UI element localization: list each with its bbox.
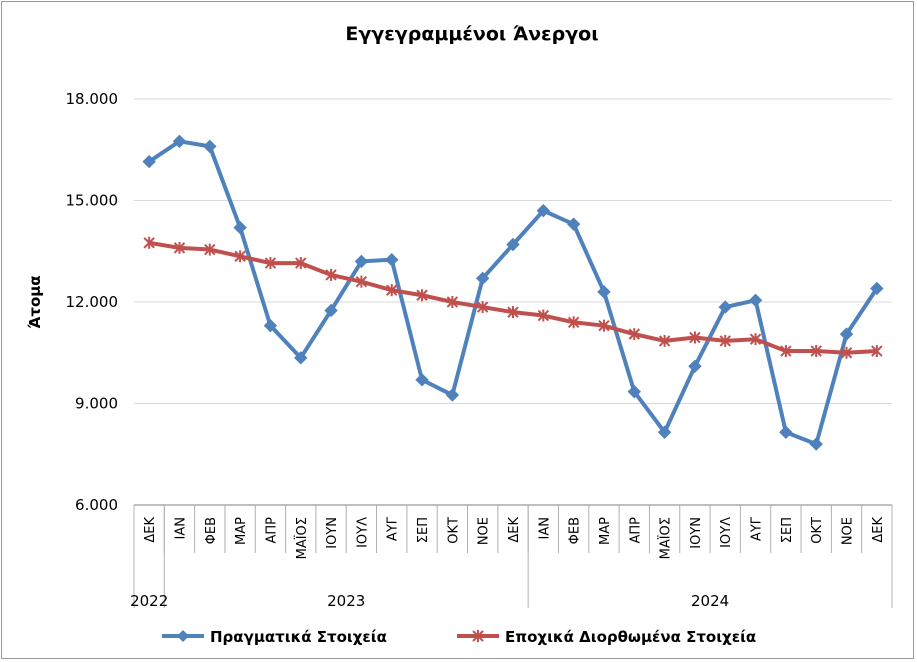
data-point <box>203 139 217 154</box>
data-point <box>385 253 399 267</box>
x-tick-label: ΙΟΥΛ <box>719 517 734 548</box>
y-tick-label: 18.000 <box>66 90 119 108</box>
year-label: 2022 <box>130 592 168 610</box>
data-point <box>748 293 763 308</box>
data-point <box>415 373 429 387</box>
data-point <box>233 220 247 235</box>
data-point <box>263 318 278 333</box>
data-point <box>597 285 611 299</box>
data-point <box>598 319 610 332</box>
x-tick-label: ΟΚΤ <box>810 517 825 544</box>
y-tick-label: 9.000 <box>75 395 118 413</box>
x-tick-label: ΑΥΓ <box>750 516 765 541</box>
x-tick-label: ΙΟΥΛ <box>355 517 370 548</box>
x-tick-label: ΙΑΝ <box>173 517 188 539</box>
x-axis-ticks: ΔΕΚ ΙΑΝ ΦΕΒ ΜΑΡ ΑΠΡ ΜΑΪΟΣ ΙΟΥΝ ΙΟΥΛ ΑΥΓ ΣΕΠ ΟΚΤ ΝΟΕ… <box>130 516 886 610</box>
y-axis-label: Άτομα <box>26 275 44 328</box>
data-point <box>537 309 550 322</box>
data-point <box>173 241 186 254</box>
data-point <box>355 275 368 288</box>
legend-label: Εποχικά Διορθωμένα Στοιχεία <box>505 628 756 646</box>
data-point <box>566 217 581 231</box>
data-point <box>780 345 792 358</box>
x-tick-label: ΜΑΡ <box>234 517 249 545</box>
y-axis-ticks: 6.000 9.000 12.000 15.000 18.000 <box>66 90 119 514</box>
legend-label: Πραγματικά Στοιχεία <box>210 628 387 646</box>
x-tick-label: ΜΑΪΟΣ <box>658 517 674 559</box>
data-point <box>567 316 580 329</box>
legend: Πραγματικά Στοιχεία Εποχικά Διορθωμένα Στ… <box>162 628 756 646</box>
data-point <box>839 327 854 341</box>
y-tick-label: 6.000 <box>75 496 118 514</box>
series-line <box>148 240 877 355</box>
data-point <box>657 425 672 439</box>
chart-title: Εγγεγραμμένοι Άνεργοι <box>345 23 598 45</box>
data-point <box>142 154 156 169</box>
data-point <box>295 257 307 270</box>
x-tick-label: ΙΟΥΝ <box>325 517 340 549</box>
x-axis <box>133 504 893 608</box>
data-point <box>719 334 731 347</box>
data-point <box>143 236 155 249</box>
data-point <box>294 351 308 365</box>
series-layer <box>142 134 884 451</box>
x-tick-label: ΔΕΚ <box>871 517 886 543</box>
data-point <box>536 203 551 218</box>
data-point <box>416 289 428 302</box>
data-point <box>354 254 369 269</box>
data-point <box>386 284 398 297</box>
gridlines <box>134 98 892 404</box>
series-line <box>148 139 879 447</box>
data-point <box>324 303 338 318</box>
x-tick-label: ΑΠΡ <box>628 517 643 544</box>
data-point <box>445 388 460 402</box>
x-tick-label: ΔΕΚ <box>507 517 522 543</box>
data-point <box>264 257 277 270</box>
data-point <box>688 359 702 373</box>
data-point <box>718 300 732 314</box>
y-tick-label: 12.000 <box>66 293 119 311</box>
data-point <box>779 425 793 439</box>
x-tick-label: ΟΚΤ <box>446 517 461 544</box>
x-tick-label: ΔΕΚ <box>143 517 158 543</box>
data-point <box>689 331 701 344</box>
x-tick-label: ΜΑΡ <box>598 517 613 545</box>
data-point <box>234 250 246 263</box>
data-point <box>810 345 822 358</box>
x-tick-label: ΣΕΠ <box>416 517 431 543</box>
data-point <box>840 346 853 359</box>
legend-marker <box>177 630 189 642</box>
data-point <box>870 281 884 296</box>
x-tick-label: ΦΕΒ <box>204 517 219 544</box>
data-point <box>204 243 216 256</box>
legend-marker <box>472 630 484 642</box>
x-tick-label: ΝΟΕ <box>477 517 492 545</box>
x-tick-label: ΑΠΡ <box>264 517 279 544</box>
data-point <box>476 301 489 314</box>
data-point <box>628 328 640 341</box>
data-point <box>507 306 519 319</box>
data-point <box>658 334 671 347</box>
x-tick-label: ΙΑΝ <box>537 517 552 539</box>
x-tick-label: ΙΟΥΝ <box>689 517 704 549</box>
data-point <box>475 271 490 286</box>
x-tick-label: ΣΕΠ <box>780 517 795 543</box>
data-point <box>506 237 520 252</box>
x-tick-label: ΝΟΕ <box>841 517 856 545</box>
data-point <box>627 384 641 399</box>
data-point <box>871 345 883 358</box>
x-tick-label: ΑΥΓ <box>386 516 401 541</box>
x-tick-label: ΜΑΪΟΣ <box>294 517 310 559</box>
data-point <box>172 134 187 148</box>
data-point <box>446 296 459 308</box>
y-tick-label: 15.000 <box>66 192 119 210</box>
year-label: 2024 <box>691 592 729 610</box>
year-label: 2023 <box>327 592 365 610</box>
data-point <box>325 268 337 281</box>
data-point <box>809 437 823 451</box>
x-tick-label: ΦΕΒ <box>568 517 583 544</box>
data-point <box>749 333 762 346</box>
